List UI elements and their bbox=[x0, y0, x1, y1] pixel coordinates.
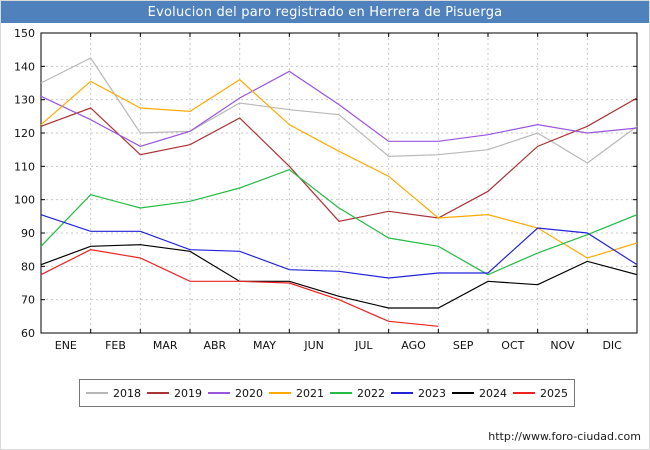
legend-label: 2024 bbox=[479, 386, 507, 400]
legend-item: 2025 bbox=[513, 387, 568, 400]
legend-swatch bbox=[513, 392, 535, 394]
legend-label: 2020 bbox=[235, 386, 263, 400]
svg-text:ENE: ENE bbox=[55, 339, 77, 352]
chart-legend: 2018 2019 2020 2021 2022 2023 2024 2025 bbox=[79, 379, 575, 407]
svg-text:DIC: DIC bbox=[602, 339, 622, 352]
legend-label: 2023 bbox=[418, 386, 446, 400]
footer-link[interactable]: http://www.foro-ciudad.com bbox=[488, 430, 641, 443]
legend-swatch bbox=[452, 392, 474, 394]
svg-text:140: 140 bbox=[14, 60, 35, 73]
legend-item: 2024 bbox=[452, 387, 507, 400]
svg-text:SEP: SEP bbox=[453, 339, 474, 352]
legend-swatch bbox=[330, 392, 352, 394]
svg-text:100: 100 bbox=[14, 194, 35, 207]
legend-item: 2022 bbox=[330, 387, 385, 400]
svg-text:MAY: MAY bbox=[253, 339, 276, 352]
svg-text:FEB: FEB bbox=[105, 339, 126, 352]
legend-label: 2018 bbox=[113, 386, 141, 400]
svg-text:OCT: OCT bbox=[501, 339, 524, 352]
svg-text:130: 130 bbox=[14, 94, 35, 107]
chart-canvas: 60 70 80 90 100 110 120 130 140 150 ENE FEB MAR ABR MA… bbox=[14, 27, 638, 352]
svg-text:JUL: JUL bbox=[354, 339, 373, 352]
svg-text:70: 70 bbox=[21, 294, 35, 307]
svg-text:80: 80 bbox=[21, 260, 35, 273]
legend-swatch bbox=[147, 392, 169, 394]
svg-text:ABR: ABR bbox=[203, 339, 226, 352]
svg-text:NOV: NOV bbox=[550, 339, 575, 352]
line-chart: 60 70 80 90 100 110 120 130 140 150 ENE FEB MAR ABR MA… bbox=[1, 25, 649, 367]
chart-title: Evolucion del paro registrado en Herrera… bbox=[1, 1, 649, 23]
legend-label: 2025 bbox=[540, 386, 568, 400]
svg-text:120: 120 bbox=[14, 127, 35, 140]
legend-swatch bbox=[391, 392, 413, 394]
svg-text:150: 150 bbox=[14, 27, 35, 40]
legend-item: 2020 bbox=[208, 387, 263, 400]
legend-swatch bbox=[208, 392, 230, 394]
legend-item: 2018 bbox=[86, 387, 141, 400]
svg-text:60: 60 bbox=[21, 327, 35, 340]
svg-text:JUN: JUN bbox=[303, 339, 324, 352]
svg-text:MAR: MAR bbox=[153, 339, 178, 352]
legend-swatch bbox=[86, 392, 108, 394]
svg-text:90: 90 bbox=[21, 227, 35, 240]
legend-label: 2022 bbox=[357, 386, 385, 400]
legend-item: 2021 bbox=[269, 387, 324, 400]
svg-text:AGO: AGO bbox=[401, 339, 426, 352]
svg-text:110: 110 bbox=[14, 160, 35, 173]
legend-item: 2019 bbox=[147, 387, 202, 400]
legend-label: 2019 bbox=[174, 386, 202, 400]
legend-swatch bbox=[269, 392, 291, 394]
legend-label: 2021 bbox=[296, 386, 324, 400]
legend-item: 2023 bbox=[391, 387, 446, 400]
